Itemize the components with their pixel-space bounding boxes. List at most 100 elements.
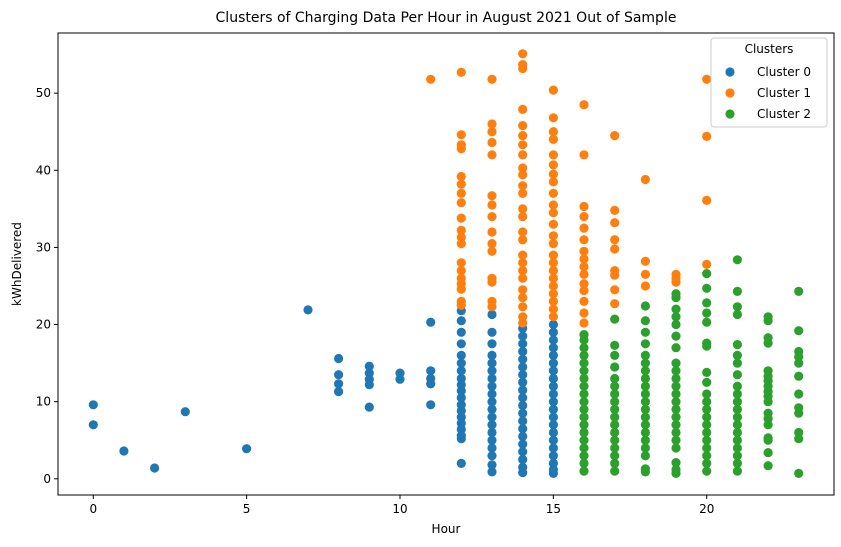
data-point bbox=[671, 343, 681, 353]
data-point bbox=[640, 366, 651, 376]
data-point bbox=[487, 212, 497, 222]
data-point bbox=[518, 431, 528, 441]
data-point bbox=[671, 427, 681, 438]
data-point bbox=[732, 435, 743, 445]
data-point bbox=[671, 277, 681, 287]
data-point bbox=[548, 404, 559, 414]
y-tick-label: 10 bbox=[36, 395, 51, 409]
data-point bbox=[518, 424, 528, 434]
data-point bbox=[640, 467, 651, 477]
x-tick-label: 0 bbox=[89, 502, 97, 516]
data-point bbox=[732, 358, 743, 368]
data-point bbox=[671, 458, 681, 468]
data-point bbox=[456, 366, 466, 376]
data-point bbox=[548, 343, 559, 353]
data-point bbox=[548, 358, 559, 368]
data-point bbox=[763, 448, 773, 458]
data-point bbox=[610, 404, 620, 414]
data-point bbox=[456, 67, 466, 77]
data-point bbox=[579, 343, 589, 353]
legend: Clusters Cluster 0 Cluster 1 Cluster 2 bbox=[710, 37, 828, 128]
data-point bbox=[518, 400, 528, 411]
data-point bbox=[487, 427, 497, 438]
data-point bbox=[732, 340, 743, 350]
data-point bbox=[456, 350, 466, 360]
data-point bbox=[640, 281, 651, 291]
data-point bbox=[518, 258, 528, 268]
data-point bbox=[456, 266, 466, 276]
data-point bbox=[487, 227, 497, 237]
data-point bbox=[487, 358, 497, 368]
data-point bbox=[518, 250, 528, 260]
data-point bbox=[548, 188, 559, 198]
data-point bbox=[548, 219, 559, 229]
data-point bbox=[610, 270, 620, 280]
data-point bbox=[732, 443, 743, 453]
data-point bbox=[548, 208, 559, 218]
data-point bbox=[518, 393, 528, 403]
data-point bbox=[732, 427, 743, 438]
data-point bbox=[702, 195, 712, 205]
data-point bbox=[640, 316, 651, 326]
data-point bbox=[487, 404, 497, 414]
data-point bbox=[579, 150, 589, 160]
data-point bbox=[548, 350, 559, 360]
data-point bbox=[518, 266, 528, 276]
data-point bbox=[548, 304, 559, 314]
data-point bbox=[610, 235, 620, 245]
y-tick-label: 40 bbox=[36, 163, 51, 177]
data-point bbox=[548, 177, 559, 187]
data-point bbox=[671, 358, 681, 368]
data-point bbox=[640, 256, 651, 266]
data-point bbox=[579, 308, 589, 318]
data-point bbox=[487, 350, 497, 360]
data-point bbox=[702, 420, 712, 430]
series-cluster-2 bbox=[579, 255, 804, 478]
data-point bbox=[702, 466, 712, 476]
data-point bbox=[640, 301, 651, 311]
data-point bbox=[640, 389, 651, 399]
data-point bbox=[364, 380, 374, 390]
data-point bbox=[732, 397, 743, 407]
legend-title: Clusters bbox=[745, 42, 794, 56]
data-point bbox=[548, 468, 559, 478]
legend-label: Cluster 0 bbox=[757, 65, 811, 79]
x-axis: 0 5 10 15 20 bbox=[89, 495, 714, 516]
data-point bbox=[456, 213, 466, 223]
data-point bbox=[579, 366, 589, 376]
data-point bbox=[610, 458, 620, 468]
data-point bbox=[610, 412, 620, 422]
legend-marker bbox=[725, 67, 735, 77]
data-point bbox=[487, 373, 497, 384]
data-point bbox=[579, 358, 589, 368]
data-point bbox=[487, 381, 497, 391]
data-point bbox=[548, 134, 559, 144]
data-point bbox=[732, 302, 743, 312]
data-point bbox=[610, 420, 620, 430]
data-point bbox=[456, 179, 466, 189]
data-point bbox=[518, 121, 528, 131]
data-point bbox=[518, 454, 528, 465]
data-point bbox=[702, 131, 712, 141]
axes-frame bbox=[57, 32, 835, 496]
data-point bbox=[671, 389, 681, 399]
data-point bbox=[640, 327, 651, 337]
data-point bbox=[518, 204, 528, 214]
data-point bbox=[702, 427, 712, 438]
y-tick-label: 0 bbox=[43, 472, 51, 486]
data-point bbox=[487, 327, 497, 337]
data-point bbox=[640, 404, 651, 414]
data-point bbox=[579, 246, 589, 256]
data-point bbox=[610, 466, 620, 476]
data-point bbox=[671, 435, 681, 445]
data-point bbox=[732, 420, 743, 430]
data-point bbox=[794, 371, 804, 381]
data-point bbox=[610, 451, 620, 461]
data-point bbox=[456, 300, 466, 310]
data-point bbox=[487, 309, 497, 320]
data-point bbox=[610, 362, 620, 372]
chart-title: Clusters of Charging Data Per Hour in Au… bbox=[216, 10, 677, 26]
data-point bbox=[702, 412, 712, 422]
y-tick-label: 30 bbox=[36, 240, 51, 254]
data-point bbox=[548, 319, 559, 330]
